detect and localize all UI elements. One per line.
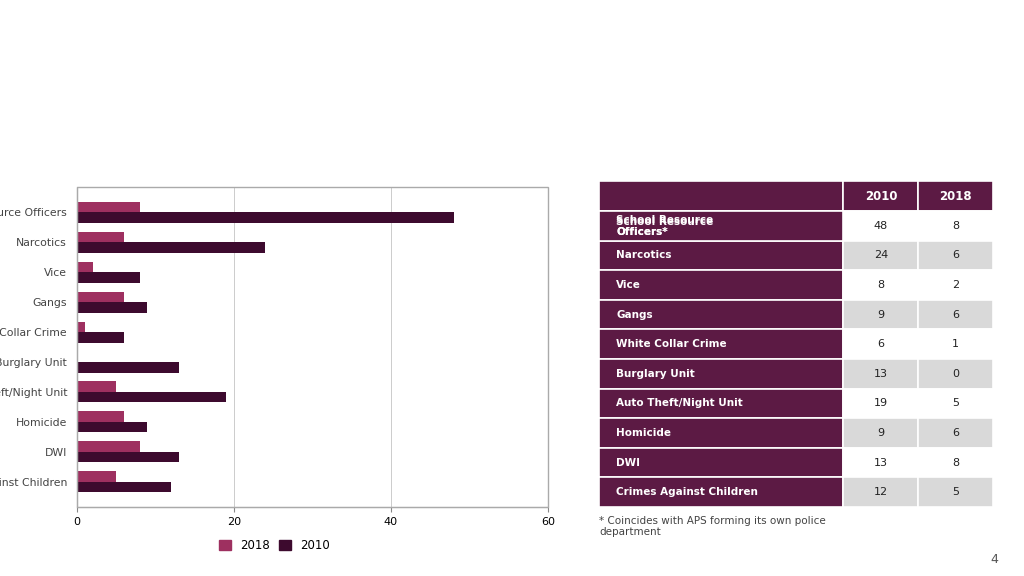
Bar (77, 302, 147, 313)
Bar (77, 362, 179, 373)
Text: 0: 0 (952, 369, 959, 379)
Bar (77, 202, 139, 212)
Text: 8: 8 (952, 457, 959, 468)
Text: Crimes Against Children: Crimes Against Children (616, 487, 758, 497)
Text: 6: 6 (952, 309, 959, 320)
Bar (844, 300, 919, 329)
Text: Officers*: Officers* (616, 228, 668, 237)
Text: 4: 4 (990, 552, 998, 566)
Text: 19: 19 (873, 399, 888, 408)
Bar (599, 389, 844, 418)
Bar (844, 181, 919, 211)
Bar (77, 332, 124, 343)
Bar (77, 452, 179, 463)
Text: 13: 13 (873, 457, 888, 468)
Text: * Coincides with APS forming its own police
department: * Coincides with APS forming its own pol… (599, 516, 825, 537)
Text: 6: 6 (878, 339, 885, 349)
Bar (77, 392, 226, 403)
Legend: 2018, 2010: 2018, 2010 (214, 535, 335, 557)
Bar (844, 418, 919, 448)
Text: School Resource
Officers*: School Resource Officers* (616, 215, 714, 237)
Text: 2018: 2018 (939, 190, 972, 203)
Text: Homicide: Homicide (616, 428, 671, 438)
Bar (77, 482, 171, 492)
Text: 1: 1 (952, 339, 959, 349)
Bar (919, 270, 993, 300)
Bar (599, 478, 844, 507)
Bar (77, 212, 454, 223)
Bar (77, 321, 85, 332)
Bar (919, 478, 993, 507)
Bar (77, 422, 147, 433)
Bar (77, 262, 92, 272)
Bar (599, 270, 844, 300)
Bar (599, 418, 844, 448)
Bar (844, 359, 919, 389)
Bar (599, 300, 844, 329)
Bar (599, 211, 844, 241)
Bar (844, 270, 919, 300)
Bar (919, 181, 993, 211)
Text: Vice: Vice (616, 280, 641, 290)
Bar (599, 448, 844, 478)
Bar (919, 389, 993, 418)
Text: School Resource: School Resource (616, 217, 714, 228)
Bar (919, 300, 993, 329)
Bar (599, 211, 844, 241)
Text: DWI: DWI (616, 457, 640, 468)
Bar (599, 329, 844, 359)
Text: 5: 5 (952, 487, 959, 497)
Text: 13: 13 (873, 369, 888, 379)
Bar (77, 242, 265, 253)
Bar (844, 448, 919, 478)
Bar (844, 211, 919, 241)
Text: 9: 9 (878, 309, 885, 320)
Text: Burglary Unit: Burglary Unit (616, 369, 695, 379)
Text: 48: 48 (873, 221, 888, 231)
Bar (919, 359, 993, 389)
Bar (919, 418, 993, 448)
Bar (77, 441, 139, 452)
Text: APD SPECIALIZED UNIT NUMBERS (2010 COMPARTED TO 2018): APD SPECIALIZED UNIT NUMBERS (2010 COMPA… (36, 109, 844, 132)
Bar (919, 448, 993, 478)
Bar (77, 381, 116, 392)
Bar (599, 359, 844, 389)
Bar (919, 329, 993, 359)
Text: Gangs: Gangs (616, 309, 652, 320)
Bar (919, 211, 993, 241)
Text: 5: 5 (952, 399, 959, 408)
Text: 6: 6 (952, 251, 959, 260)
Text: 8: 8 (878, 280, 885, 290)
Bar (77, 471, 116, 482)
Bar (844, 329, 919, 359)
Text: Auto Theft/Night Unit: Auto Theft/Night Unit (616, 399, 742, 408)
Bar (77, 291, 124, 302)
Bar (919, 241, 993, 270)
Text: 2: 2 (952, 280, 959, 290)
Bar (844, 478, 919, 507)
Text: 9: 9 (878, 428, 885, 438)
Bar (844, 389, 919, 418)
Text: Narcotics: Narcotics (616, 251, 672, 260)
Bar (844, 241, 919, 270)
Text: 12: 12 (873, 487, 888, 497)
Bar (599, 181, 844, 211)
Text: 24: 24 (873, 251, 888, 260)
Text: 8: 8 (952, 221, 959, 231)
Bar (77, 411, 124, 422)
Text: 2010: 2010 (864, 190, 897, 203)
Bar (77, 272, 139, 283)
Bar (77, 232, 124, 242)
Text: White Collar Crime: White Collar Crime (616, 339, 727, 349)
Bar (599, 241, 844, 270)
Text: 6: 6 (952, 428, 959, 438)
